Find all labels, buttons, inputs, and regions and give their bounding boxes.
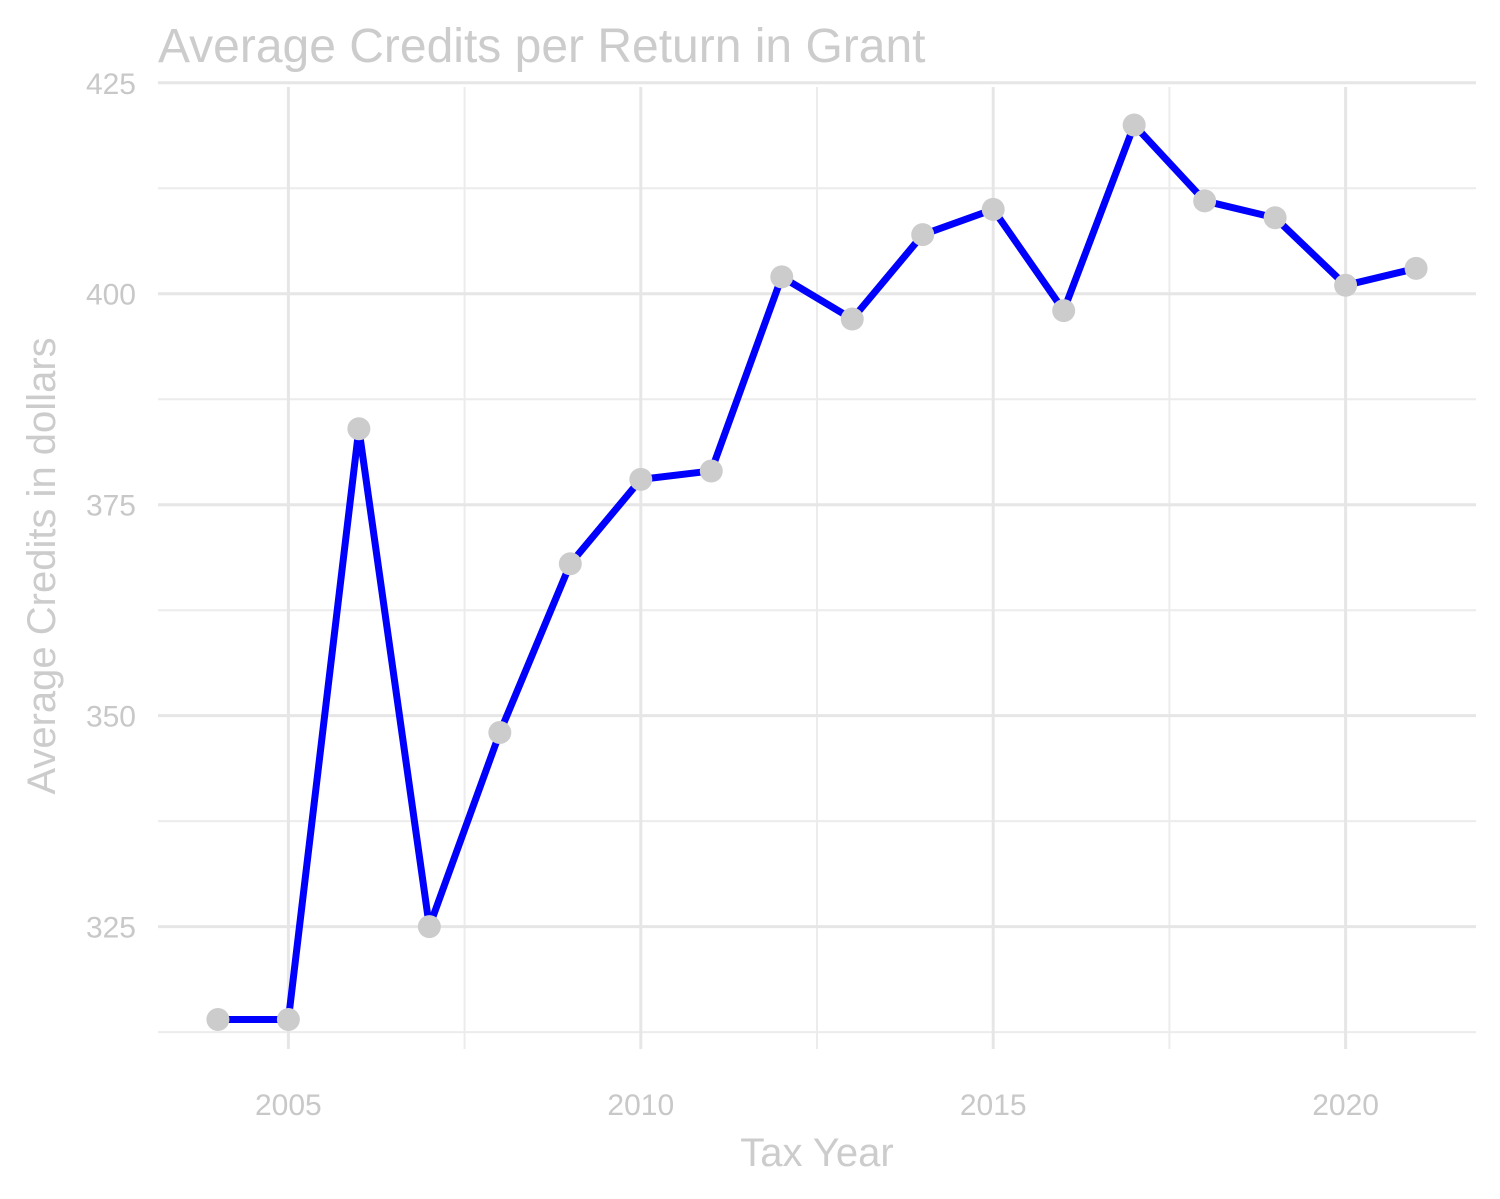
chart-title: Average Credits per Return in Grant — [158, 20, 925, 73]
data-point — [699, 459, 723, 483]
data-point — [558, 552, 582, 576]
y-tick-label: 400 — [86, 279, 136, 312]
x-tick-label: 2020 — [1312, 1089, 1379, 1122]
y-axis-ticks: 325 350 375 400 425 — [86, 68, 136, 945]
data-point — [347, 417, 371, 441]
data-point — [1404, 256, 1428, 280]
data-point — [417, 915, 441, 939]
x-axis-ticks: 2005 2010 2015 2020 — [255, 1089, 1379, 1122]
data-point — [629, 467, 653, 491]
data-point — [1193, 189, 1217, 213]
data-point — [981, 197, 1005, 221]
x-tick-label: 2010 — [607, 1089, 674, 1122]
data-point — [1122, 113, 1146, 137]
data-point — [1052, 299, 1076, 323]
data-point — [488, 721, 512, 745]
data-point — [770, 265, 794, 289]
y-tick-label: 350 — [86, 701, 136, 734]
y-tick-label: 375 — [86, 490, 136, 523]
data-point — [206, 1007, 230, 1031]
data-point — [1263, 206, 1287, 230]
y-tick-label: 325 — [86, 912, 136, 945]
data-point — [1334, 273, 1358, 297]
data-point — [276, 1007, 300, 1031]
y-axis-label: Average Credits in dollars — [20, 337, 64, 794]
x-axis-label: Tax Year — [740, 1131, 893, 1175]
data-point — [911, 223, 935, 247]
data-point — [840, 307, 864, 331]
x-tick-label: 2015 — [960, 1089, 1027, 1122]
series-group — [206, 113, 1428, 1031]
y-tick-label: 425 — [86, 68, 136, 101]
x-tick-label: 2005 — [255, 1089, 322, 1122]
gridlines — [158, 81, 1476, 1049]
series-line — [217, 121, 1417, 1023]
